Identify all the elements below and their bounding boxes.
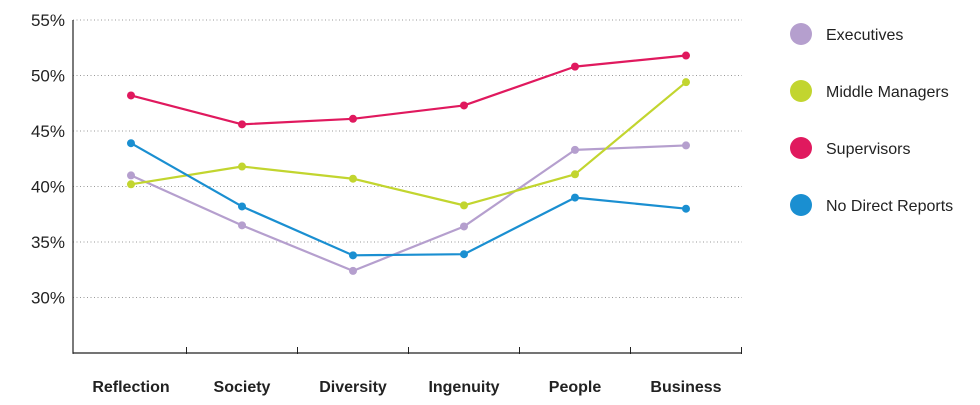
x-tick-label: Society bbox=[214, 379, 271, 396]
data-point bbox=[682, 78, 690, 87]
data-point bbox=[127, 171, 135, 180]
grid-lines bbox=[73, 19, 742, 298]
data-point bbox=[127, 139, 135, 148]
data-point bbox=[349, 251, 357, 260]
data-point bbox=[571, 170, 579, 179]
data-point bbox=[127, 91, 135, 100]
series-no-direct-reports bbox=[127, 139, 690, 260]
data-point bbox=[349, 114, 357, 123]
y-tick-label: 35% bbox=[31, 233, 65, 252]
data-point bbox=[571, 62, 579, 71]
legend-swatch bbox=[790, 194, 812, 216]
data-point bbox=[460, 250, 468, 259]
legend-swatch bbox=[790, 23, 812, 45]
series-supervisors bbox=[127, 51, 690, 129]
data-point bbox=[238, 120, 246, 129]
series-line bbox=[130, 54, 687, 126]
data-point bbox=[127, 180, 135, 189]
data-point bbox=[571, 193, 579, 202]
legend-swatch bbox=[790, 80, 812, 102]
series-line bbox=[130, 81, 687, 207]
legend-item: Supervisors bbox=[790, 137, 910, 159]
y-tick-label: 30% bbox=[31, 289, 65, 308]
y-tick-label: 40% bbox=[31, 178, 65, 197]
series-middle-managers bbox=[127, 78, 690, 210]
data-point bbox=[238, 221, 246, 230]
data-point bbox=[349, 174, 357, 183]
data-point bbox=[238, 162, 246, 171]
x-tick-label: Ingenuity bbox=[428, 379, 499, 396]
data-point bbox=[349, 266, 357, 275]
y-tick-label: 45% bbox=[31, 122, 65, 141]
x-tick-label: Diversity bbox=[319, 379, 387, 396]
y-axis-ticks: 55% 50% 45% 40% 35% 30% bbox=[31, 11, 65, 308]
legend-label: No Direct Reports bbox=[826, 198, 953, 215]
axes bbox=[72, 20, 742, 354]
x-tick-label: People bbox=[549, 379, 602, 396]
legend-item: Executives bbox=[790, 23, 903, 45]
data-point bbox=[571, 145, 579, 154]
series-line bbox=[130, 142, 687, 257]
series-executives bbox=[127, 141, 690, 275]
legend-item: No Direct Reports bbox=[790, 194, 953, 216]
x-axis-ticks: Reflection Society Diversity Ingenuity Peopl… bbox=[92, 379, 721, 396]
legend-label: Supervisors bbox=[826, 141, 910, 158]
legend-label: Middle Managers bbox=[826, 84, 949, 101]
data-point bbox=[682, 141, 690, 150]
legend: Executives Middle Managers Supervisors No D… bbox=[790, 23, 953, 216]
y-tick-label: 50% bbox=[31, 67, 65, 86]
data-point bbox=[460, 201, 468, 210]
data-point bbox=[682, 204, 690, 213]
data-point bbox=[238, 202, 246, 211]
series-lines bbox=[127, 51, 690, 275]
x-tick-label: Reflection bbox=[92, 379, 169, 396]
legend-item: Middle Managers bbox=[790, 80, 949, 102]
y-tick-label: 55% bbox=[31, 11, 65, 30]
data-point bbox=[682, 51, 690, 60]
legend-label: Executives bbox=[826, 27, 903, 44]
data-point bbox=[460, 101, 468, 110]
legend-swatch bbox=[790, 137, 812, 159]
data-point bbox=[460, 222, 468, 231]
series-line bbox=[130, 144, 687, 272]
x-tick-label: Business bbox=[650, 379, 721, 396]
